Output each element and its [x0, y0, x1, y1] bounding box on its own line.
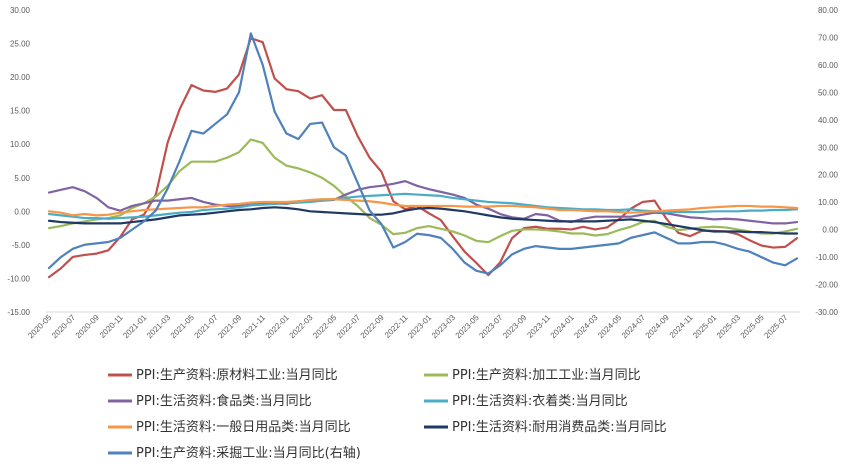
x-axis-tick-label: 2021-07: [193, 313, 221, 341]
x-axis-tick-label: 2025-07: [762, 313, 790, 341]
plot-lines: [47, 32, 799, 279]
left-axis-tick-label: -10.00: [7, 274, 30, 283]
legend-item: PPI:生活资料:衣着类:当月同比: [424, 393, 628, 409]
legend-label: PPI:生活资料:食品类:当月同比: [136, 393, 312, 409]
x-axis-tick-label: 2021-11: [240, 313, 267, 340]
left-axis-tick-label: 15.00: [10, 107, 31, 116]
x-axis-tick-label: 2023-09: [501, 313, 529, 341]
legend-label: PPI:生产资料:原材料工业:当月同比: [136, 368, 338, 383]
legend-label: PPI:生活资料:一般日用品类:当月同比: [136, 419, 351, 435]
x-axis-tick-label: 2023-05: [454, 313, 482, 341]
left-axis-tick-label: 10.00: [10, 140, 31, 149]
right-axis-tick-label: 30.00: [818, 143, 839, 152]
series-line-6: [47, 206, 799, 235]
right-axis-tick-label: 70.00: [818, 33, 839, 42]
legend-item: PPI:生活资料:耐用消费品类:当月同比: [424, 420, 667, 435]
x-axis-tick-label: 2021-01: [121, 313, 149, 341]
right-axis-tick-label: -20.00: [815, 281, 838, 290]
legend-label: PPI:生产资料:加工工业:当月同比: [452, 368, 641, 383]
left-axis-tick-label: 5.00: [14, 174, 30, 183]
x-axis-tick-label: 2022-03: [287, 313, 315, 341]
right-axis-tick-label: 0.00: [822, 226, 838, 235]
x-axis-tick-label: 2020-07: [50, 313, 78, 341]
right-axis-tick-label: 50.00: [818, 88, 839, 97]
x-axis-tick-label: 2022-11: [383, 313, 410, 340]
right-axis: -30.00 -20.00 -10.00 0.00 10.00 20.00 30.00 40.…: [815, 6, 838, 317]
right-axis-tick-label: 40.00: [818, 116, 839, 125]
legend-item: PPI:生产资料:采掘工业:当月同比(右轴): [108, 446, 361, 461]
right-axis-tick-label: 20.00: [818, 171, 839, 180]
right-axis-tick-label: -10.00: [815, 253, 838, 262]
x-axis-tick-label: 2020-09: [74, 313, 102, 341]
x-axis-tick-label: 2024-07: [620, 313, 648, 341]
legend-item: PPI:生产资料:原材料工业:当月同比: [108, 368, 338, 383]
x-axis-tick-label: 2023-07: [477, 313, 505, 341]
legend-item: PPI:生活资料:食品类:当月同比: [108, 393, 312, 409]
x-axis-tick-label: 2024-09: [644, 313, 672, 341]
series-line-7: [47, 32, 799, 275]
x-axis-tick-label: 2021-05: [169, 313, 197, 341]
x-axis-tick-label: 2023-03: [430, 313, 458, 341]
legend-label: PPI:生活资料:耐用消费品类:当月同比: [452, 420, 667, 435]
left-axis-tick-label: 0.00: [14, 207, 30, 216]
right-axis-tick-label: -30.00: [815, 308, 838, 317]
legend-item: PPI:生活资料:一般日用品类:当月同比: [108, 419, 351, 435]
right-axis-tick-label: 80.00: [818, 6, 839, 15]
left-axis-tick-label: -5.00: [12, 241, 31, 250]
x-axis-tick-label: 2024-05: [596, 313, 624, 341]
x-axis-tick-label: 2021-09: [216, 313, 244, 341]
x-axis-tick-label: 2020-11: [98, 313, 125, 340]
series-line-1: [47, 37, 799, 279]
series-line-5: [47, 198, 799, 217]
series-line-3: [47, 180, 799, 225]
x-axis-tick-label: 2021-03: [145, 313, 173, 341]
left-axis-tick-label: 30.00: [10, 6, 31, 15]
left-axis-tick-label: 25.00: [10, 40, 31, 49]
series-line-4: [47, 192, 799, 220]
x-axis-tick-label: 2025-01: [691, 313, 719, 341]
series-line-2: [47, 138, 799, 244]
left-axis: -15.00 -10.00 -5.00 0.00 5.00 10.00 15.00 20.00…: [7, 6, 30, 317]
left-axis-tick-label: 20.00: [10, 73, 31, 82]
x-axis-tick-label: 2022-01: [264, 313, 292, 341]
left-axis-tick-label: -15.00: [7, 308, 30, 317]
legend: PPI:生产资料:原材料工业:当月同比 PPI:生产资料:加工工业:当月同比 PPI…: [108, 368, 667, 461]
x-axis-tick-label: 2024-03: [572, 313, 600, 341]
right-axis-tick-label: 60.00: [818, 61, 839, 70]
x-axis-tick-label: 2022-09: [359, 313, 387, 341]
x-axis-tick-label: 2025-05: [739, 313, 767, 341]
right-axis-tick-label: 10.00: [818, 198, 839, 207]
legend-label: PPI:生产资料:采掘工业:当月同比(右轴): [136, 446, 361, 461]
x-axis-tick-label: 2022-05: [311, 313, 339, 341]
x-axis: 2020-052020-072020-092020-112021-012021-…: [26, 311, 800, 341]
x-axis-tick-label: 2025-03: [715, 313, 743, 341]
legend-label: PPI:生活资料:衣着类:当月同比: [452, 393, 628, 409]
x-axis-tick-label: 2023-01: [406, 313, 434, 341]
x-axis-tick-label: 2023-11: [525, 313, 552, 340]
legend-item: PPI:生产资料:加工工业:当月同比: [424, 368, 641, 383]
x-axis-tick-label: 2022-07: [335, 313, 363, 341]
x-axis-tick-label: 2020-05: [26, 313, 54, 341]
x-axis-tick-label: 2024-01: [549, 313, 577, 341]
x-axis-tick-label: 2024-11: [668, 313, 695, 340]
